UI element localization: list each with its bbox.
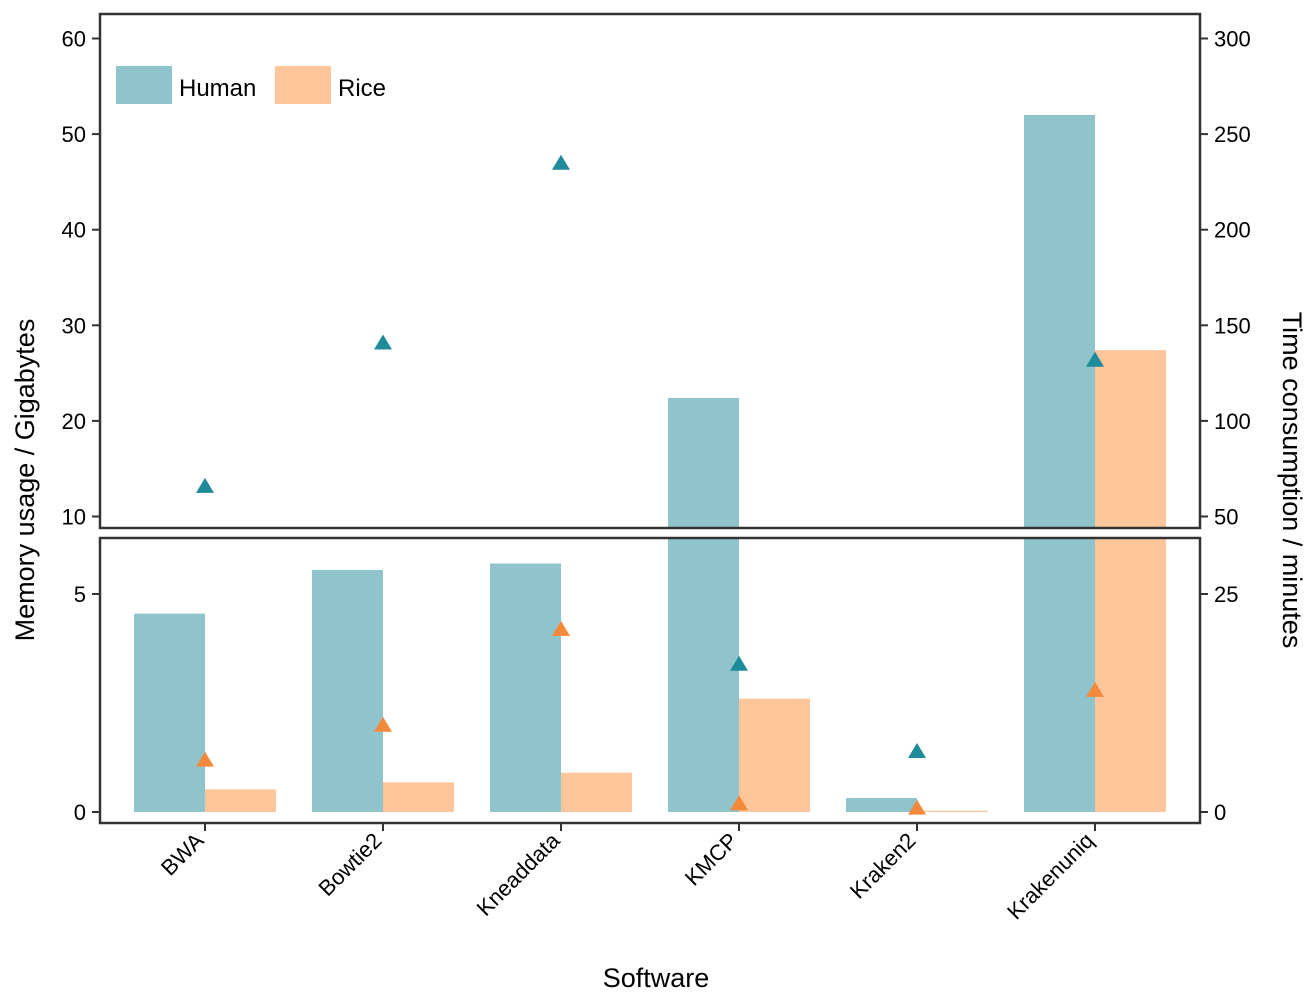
right-tick-150-label: 150 [1214, 313, 1251, 338]
bar-human-kmcp [668, 538, 739, 812]
left-tick-60-label: 60 [62, 27, 86, 52]
bar-human-krakenuniq-upper [1024, 114, 1095, 528]
x-tick-label-krakenuniq: Krakenuniq [1002, 828, 1098, 924]
right-tick-0-label: 0 [1214, 800, 1226, 825]
legend: Human Rice [116, 66, 386, 104]
right-y-axis-title: Time consumption / minutes [1277, 312, 1307, 649]
left-tick-50-label: 50 [62, 122, 86, 147]
point-human-bwa [196, 477, 214, 493]
x-tick-label-bwa: BWA [156, 828, 209, 881]
right-tick-250-label: 250 [1214, 122, 1251, 147]
right-tick-50-label: 50 [1214, 505, 1238, 530]
point-human-kneaddata [552, 154, 570, 170]
bar-rice-kneaddata [561, 772, 632, 812]
left-tick-30-label: 30 [62, 313, 86, 338]
legend-label-rice: Rice [338, 75, 386, 102]
right-tick-100-label: 100 [1214, 409, 1251, 434]
left-tick-0-label: 0 [74, 800, 86, 825]
point-rice-kraken2 [908, 799, 926, 815]
point-rice-kmcp [730, 795, 748, 811]
point-rice-bwa [196, 751, 214, 767]
bar-human-krakenuniq [1024, 538, 1095, 812]
x-axis-title: Software [603, 963, 710, 993]
left-tick-10-label: 10 [62, 505, 86, 530]
left-y-axis-title: Memory usage / Gigabytes [10, 319, 40, 642]
panel-frames [98, 12, 1202, 825]
bar-human-kneaddata [490, 563, 561, 812]
legend-swatch-rice [275, 66, 331, 104]
bar-rice-bwa [205, 789, 276, 812]
point-rice-kneaddata [552, 620, 570, 636]
left-tick-20-label: 20 [62, 409, 86, 434]
bar-rice-bowtie2 [383, 782, 454, 812]
x-tick-label-bowtie2: Bowtie2 [314, 828, 387, 901]
x-tick-label-kneaddata: Kneaddata [472, 827, 565, 920]
left-tick-5-label: 5 [74, 582, 86, 607]
bar-human-kmcp-upper [668, 397, 739, 528]
point-human-krakenuniq [1086, 351, 1104, 367]
lower-panel-frame [98, 536, 1202, 825]
right-tick-200-label: 200 [1214, 218, 1251, 243]
point-rice-krakenuniq [1086, 681, 1104, 697]
left-tick-40-label: 40 [62, 218, 86, 243]
right-tick-300-label: 300 [1214, 27, 1251, 52]
point-human-bowtie2 [374, 334, 392, 350]
upper-panel-frame [98, 12, 1202, 530]
legend-swatch-human [116, 66, 172, 104]
point-human-kraken2 [908, 742, 926, 758]
bar-human-bowtie2 [312, 570, 383, 812]
legend-label-human: Human [179, 75, 256, 102]
x-tick-label-kmcp: KMCP [680, 828, 743, 891]
bar-human-kraken2 [846, 798, 917, 812]
bars-layer [134, 114, 1166, 812]
point-human-kmcp [730, 655, 748, 671]
bar-rice-kmcp [739, 698, 810, 812]
point-rice-bowtie2 [374, 716, 392, 732]
bar-rice-krakenuniq-upper [1095, 350, 1166, 528]
right-tick-25-label: 25 [1214, 582, 1238, 607]
bar-rice-kraken2 [917, 810, 988, 812]
bar-human-bwa [134, 613, 205, 812]
x-tick-label-kraken2: Kraken2 [845, 828, 921, 904]
bar-rice-krakenuniq [1095, 538, 1166, 812]
points-layer [196, 154, 1104, 815]
